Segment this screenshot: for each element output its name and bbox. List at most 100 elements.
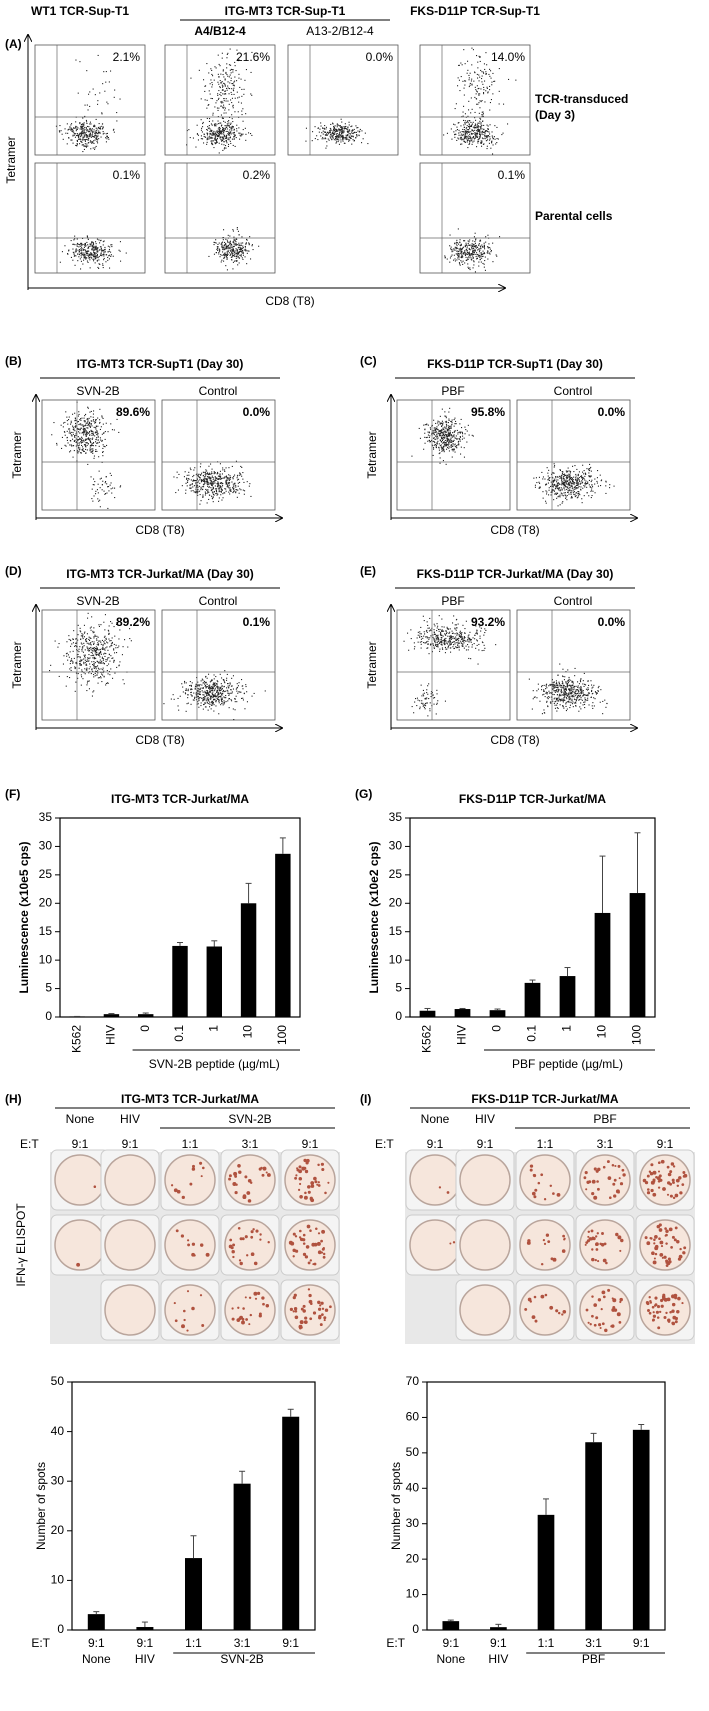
event-dot bbox=[437, 433, 439, 435]
event-dot bbox=[424, 442, 426, 444]
event-dot bbox=[84, 421, 86, 423]
event-dot bbox=[81, 141, 83, 143]
event-dot bbox=[466, 133, 468, 135]
event-dot bbox=[468, 253, 470, 255]
event-dot bbox=[456, 445, 458, 447]
event-dot bbox=[488, 142, 490, 144]
event-dot bbox=[79, 252, 81, 254]
event-dot bbox=[459, 439, 461, 441]
event-dot bbox=[217, 493, 219, 495]
event-dot bbox=[94, 435, 96, 437]
event-dot bbox=[227, 75, 229, 77]
event-dot bbox=[74, 235, 76, 237]
event-dot bbox=[571, 479, 573, 481]
event-dot bbox=[477, 140, 479, 142]
event-dot bbox=[487, 250, 489, 252]
event-dot bbox=[88, 247, 90, 249]
event-dot bbox=[486, 87, 488, 89]
event-dot bbox=[448, 428, 450, 430]
event-dot bbox=[463, 49, 465, 51]
event-dot bbox=[101, 112, 103, 114]
event-dot bbox=[228, 103, 230, 105]
event-dot bbox=[317, 139, 319, 141]
percent-label: 0.2% bbox=[243, 168, 271, 182]
event-dot bbox=[439, 432, 441, 434]
event-dot bbox=[229, 682, 231, 684]
event-dot bbox=[435, 446, 437, 448]
event-dot bbox=[84, 433, 86, 435]
event-dot bbox=[211, 482, 213, 484]
event-dot bbox=[220, 95, 222, 97]
event-dot bbox=[449, 446, 451, 448]
event-dot bbox=[226, 126, 228, 128]
event-dot bbox=[74, 251, 76, 253]
event-dot bbox=[335, 131, 337, 133]
event-dot bbox=[78, 413, 80, 415]
event-dot bbox=[116, 652, 118, 654]
event-dot bbox=[449, 430, 451, 432]
event-dot bbox=[467, 115, 469, 117]
event-dot bbox=[548, 479, 550, 481]
event-dot bbox=[455, 248, 457, 250]
event-dot bbox=[483, 93, 485, 95]
event-dot bbox=[464, 132, 466, 134]
event-dot bbox=[202, 694, 204, 696]
event-dot bbox=[86, 254, 88, 256]
event-dot bbox=[81, 649, 83, 651]
event-dot bbox=[211, 86, 213, 88]
event-dot bbox=[216, 488, 218, 490]
event-dot bbox=[330, 129, 332, 131]
event-dot bbox=[571, 483, 573, 485]
event-dot bbox=[227, 125, 229, 127]
event-dot bbox=[487, 139, 489, 141]
event-dot bbox=[213, 704, 215, 706]
event-dot bbox=[211, 468, 213, 470]
event-dot bbox=[455, 247, 457, 249]
event-dot bbox=[476, 55, 478, 57]
event-dot bbox=[320, 122, 322, 124]
event-dot bbox=[236, 260, 238, 262]
event-dot bbox=[574, 465, 576, 467]
event-dot bbox=[548, 489, 550, 491]
event-dot bbox=[213, 147, 215, 149]
event-dot bbox=[236, 249, 238, 251]
event-dot bbox=[465, 242, 467, 244]
event-dot bbox=[450, 437, 452, 439]
event-dot bbox=[469, 253, 471, 255]
event-dot bbox=[72, 456, 74, 458]
event-dot bbox=[491, 81, 493, 83]
event-dot bbox=[200, 129, 202, 131]
event-dot bbox=[85, 435, 87, 437]
event-dot bbox=[100, 641, 102, 643]
event-dot bbox=[245, 686, 247, 688]
event-dot bbox=[230, 77, 232, 79]
event-dot bbox=[208, 491, 210, 493]
event-dot bbox=[337, 138, 339, 140]
event-dot bbox=[334, 125, 336, 127]
event-dot bbox=[232, 248, 234, 250]
event-dot bbox=[489, 89, 491, 91]
event-dot bbox=[65, 445, 67, 447]
event-dot bbox=[332, 130, 334, 132]
event-dot bbox=[97, 139, 99, 141]
event-dot bbox=[206, 129, 208, 131]
event-dot bbox=[576, 484, 578, 486]
event-dot bbox=[96, 644, 98, 646]
event-dot bbox=[472, 141, 474, 143]
event-dot bbox=[444, 427, 446, 429]
event-dot bbox=[552, 481, 554, 483]
event-dot bbox=[437, 435, 439, 437]
event-dot bbox=[249, 236, 251, 238]
event-dot bbox=[105, 684, 107, 686]
event-dot bbox=[458, 122, 460, 124]
event-dot bbox=[484, 130, 486, 132]
event-dot bbox=[218, 253, 220, 255]
event-dot bbox=[447, 443, 449, 445]
event-dot bbox=[476, 90, 478, 92]
event-dot bbox=[118, 638, 120, 640]
event-dot bbox=[237, 244, 239, 246]
event-dot bbox=[69, 428, 71, 430]
event-dot bbox=[305, 127, 307, 129]
event-dot bbox=[234, 255, 236, 257]
event-dot bbox=[561, 481, 563, 483]
